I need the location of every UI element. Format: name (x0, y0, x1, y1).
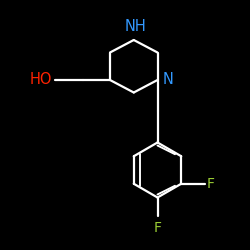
Text: F: F (206, 177, 214, 191)
Text: NH: NH (124, 19, 146, 34)
Text: HO: HO (30, 72, 52, 88)
Text: F: F (154, 220, 162, 234)
Text: N: N (162, 72, 173, 88)
